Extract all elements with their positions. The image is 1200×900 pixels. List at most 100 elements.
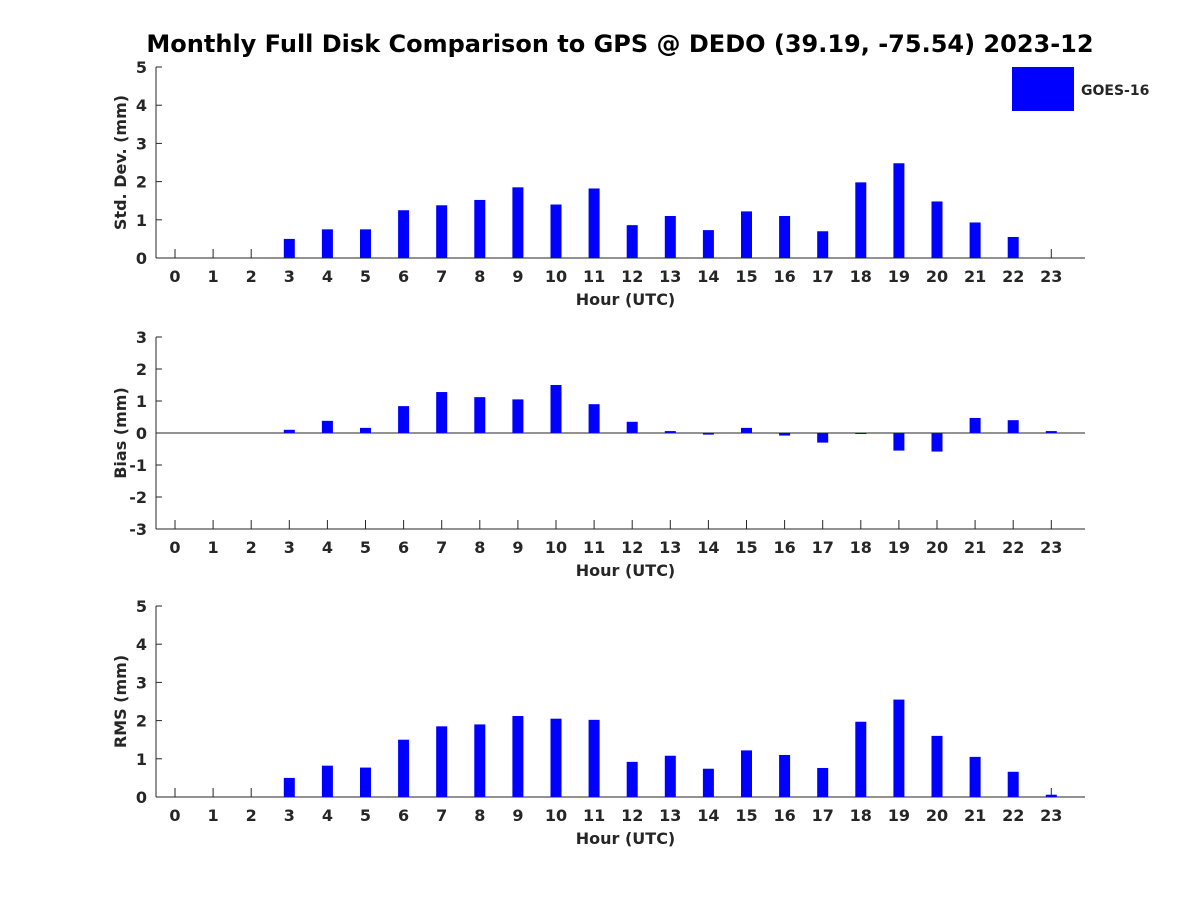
x-tick-label: 13: [659, 538, 681, 557]
x-tick-label: 16: [773, 538, 795, 557]
y-tick-label: 0: [136, 249, 147, 268]
bar-hour-4: [321, 765, 333, 797]
bar-hour-13: [664, 215, 676, 258]
x-tick-label: 6: [398, 538, 409, 557]
y-axis-label: Bias (mm): [111, 387, 130, 479]
x-tick-label: 1: [208, 267, 219, 286]
bar-hour-14: [702, 433, 714, 435]
bar-hour-15: [741, 427, 752, 433]
x-tick-label: 0: [169, 806, 180, 825]
y-tick-label: 1: [136, 392, 147, 411]
y-tick-label: -1: [129, 456, 147, 475]
bar-hour-5: [360, 767, 371, 797]
bar-hour-20: [931, 735, 943, 797]
x-tick-label: 9: [512, 538, 523, 557]
bar-hour-7: [436, 726, 448, 797]
bar-hour-8: [474, 199, 486, 258]
y-axis-label: Std. Dev. (mm): [111, 95, 130, 230]
bar-hour-13: [664, 755, 676, 797]
x-tick-label: 12: [621, 267, 643, 286]
bar-hour-17: [817, 433, 829, 443]
bar-hour-16: [779, 754, 791, 797]
y-tick-label: 1: [136, 750, 147, 769]
x-tick-label: 13: [659, 267, 681, 286]
x-tick-label: 23: [1040, 267, 1062, 286]
x-tick-label: 0: [169, 538, 180, 557]
bar-hour-21: [969, 756, 981, 797]
bar-hour-16: [779, 433, 791, 436]
x-axis-label: Hour (UTC): [576, 561, 676, 580]
y-tick-label: 3: [136, 328, 147, 347]
x-tick-label: 12: [621, 538, 643, 557]
x-tick-label: 1: [208, 806, 219, 825]
bar-hour-11: [588, 719, 600, 797]
x-tick-label: 20: [926, 538, 948, 557]
bar-hour-9: [512, 399, 524, 433]
bar-hour-23: [1045, 431, 1057, 433]
bar-hour-20: [931, 433, 943, 452]
y-tick-label: 3: [136, 134, 147, 153]
x-tick-label: 22: [1002, 538, 1024, 557]
bar-hour-6: [398, 739, 410, 797]
legend-swatch: [1012, 67, 1074, 111]
bar-hour-10: [550, 204, 562, 258]
x-tick-label: 5: [360, 806, 371, 825]
x-tick-label: 2: [246, 538, 257, 557]
bar-hour-9: [512, 716, 524, 797]
bar-hour-15: [741, 211, 752, 258]
x-tick-label: 6: [398, 806, 409, 825]
x-tick-label: 1: [208, 538, 219, 557]
x-tick-label: 11: [583, 806, 605, 825]
y-tick-label: 5: [136, 58, 147, 77]
x-tick-label: 19: [888, 538, 910, 557]
x-tick-label: 8: [474, 538, 485, 557]
y-tick-label: -3: [129, 520, 147, 539]
bar-hour-14: [702, 230, 714, 258]
bar-hour-22: [1007, 236, 1019, 258]
bar-hour-23: [1045, 794, 1057, 797]
x-tick-label: 17: [812, 806, 834, 825]
x-tick-label: 14: [697, 538, 719, 557]
bar-hour-3: [283, 777, 295, 797]
x-tick-label: 18: [850, 538, 872, 557]
bar-hour-13: [664, 431, 676, 433]
x-tick-label: 23: [1040, 806, 1062, 825]
bar-hour-10: [550, 718, 562, 797]
y-tick-label: 2: [136, 173, 147, 192]
bar-hour-18: [855, 721, 867, 797]
bar-hour-12: [626, 421, 638, 433]
bar-hour-21: [969, 417, 981, 433]
bar-hour-12: [626, 225, 638, 258]
y-tick-label: 5: [136, 597, 147, 616]
x-tick-label: 8: [474, 806, 485, 825]
x-tick-label: 13: [659, 806, 681, 825]
bar-hour-11: [588, 188, 600, 258]
x-tick-label: 10: [545, 806, 567, 825]
bar-hour-3: [283, 429, 295, 433]
bar-hour-3: [283, 238, 295, 258]
bar-hour-17: [817, 231, 829, 258]
y-axis-label: RMS (mm): [111, 655, 130, 748]
x-tick-label: 4: [322, 267, 333, 286]
x-tick-label: 3: [284, 538, 295, 557]
x-tick-label: 20: [926, 267, 948, 286]
x-tick-label: 22: [1002, 806, 1024, 825]
x-tick-label: 2: [246, 806, 257, 825]
x-tick-label: 14: [697, 806, 719, 825]
x-tick-label: 14: [697, 267, 719, 286]
x-tick-label: 7: [436, 267, 447, 286]
x-tick-label: 2: [246, 267, 257, 286]
bar-hour-18: [855, 182, 867, 258]
bar-hour-9: [512, 187, 524, 258]
bar-hour-7: [436, 392, 448, 433]
x-tick-label: 22: [1002, 267, 1024, 286]
bar-hour-4: [321, 420, 333, 433]
x-tick-label: 20: [926, 806, 948, 825]
x-tick-label: 9: [512, 267, 523, 286]
x-tick-label: 7: [436, 806, 447, 825]
bar-hour-12: [626, 761, 638, 797]
bar-hour-10: [550, 385, 562, 433]
x-tick-label: 4: [322, 538, 333, 557]
x-tick-label: 21: [964, 806, 986, 825]
bar-hour-7: [436, 205, 448, 258]
